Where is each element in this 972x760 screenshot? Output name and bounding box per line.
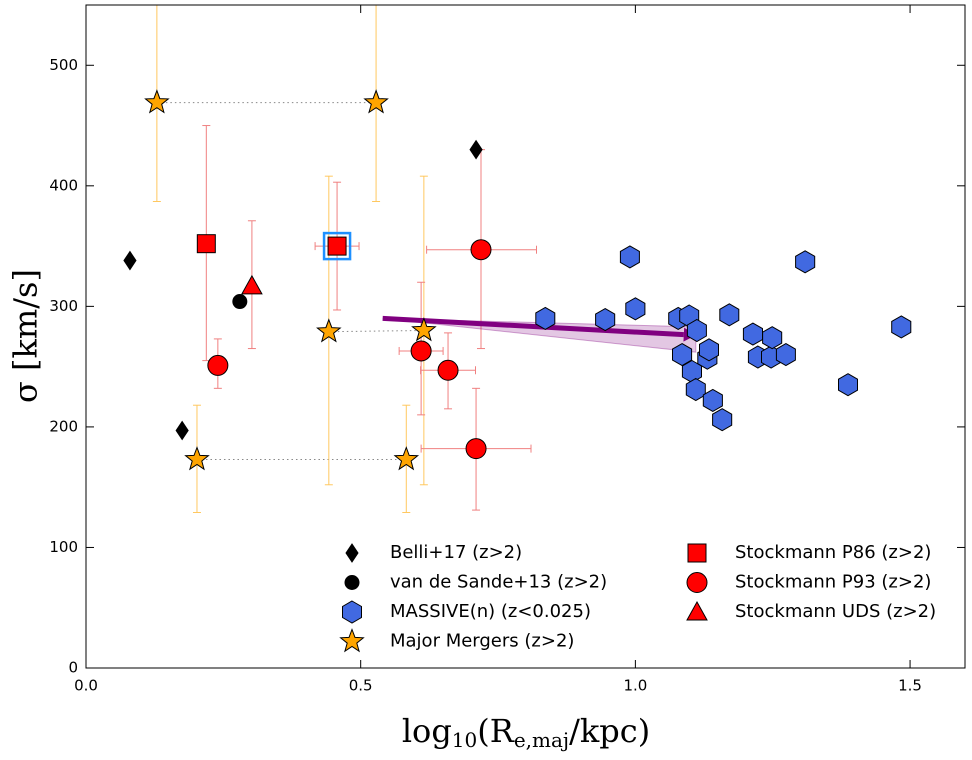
- diamond-marker: [123, 250, 137, 271]
- hexagon-marker: [686, 318, 707, 343]
- y-tick-label: 0: [68, 659, 78, 677]
- hexagon-marker: [742, 322, 763, 346]
- fit-arrow: [382, 315, 684, 338]
- circle-marker: [410, 340, 432, 362]
- x-label-sub: 10: [452, 728, 477, 752]
- x-tick-label: 0.5: [349, 677, 373, 695]
- hexagon-marker: [699, 338, 719, 362]
- axes-frame: [85, 4, 966, 669]
- hexagon-marker: [775, 343, 796, 367]
- legend-label: Stockmann P93 (z>2): [735, 572, 931, 593]
- x-label-part: /kpc): [569, 712, 650, 750]
- hexagon-marker: [685, 377, 706, 402]
- legend-label: Stockmann UDS (z>2): [735, 601, 936, 622]
- diamond-marker: [469, 139, 483, 160]
- x-label-sub: e,maj: [514, 728, 569, 752]
- y-tick-label: 300: [49, 297, 78, 315]
- plot-area: [123, 5, 912, 513]
- y-tick-label: 200: [49, 417, 78, 435]
- legend-label: Belli+17 (z>2): [390, 542, 522, 563]
- legend-marker: [342, 600, 362, 624]
- star-marker: [316, 318, 342, 343]
- hexagon-marker: [702, 388, 723, 412]
- circle-marker: [232, 294, 248, 310]
- legend-marker: [686, 600, 708, 621]
- triangle-marker: [241, 274, 263, 295]
- legend-marker: [687, 543, 707, 563]
- square-marker: [327, 236, 347, 256]
- x-tick-label: 0.0: [74, 677, 98, 695]
- x-axis-label: log10(Re,maj/kpc): [402, 712, 650, 752]
- star-marker: [393, 446, 420, 471]
- circle-marker: [437, 359, 459, 381]
- hexagon-marker: [795, 250, 816, 274]
- hexagon-marker: [891, 315, 912, 339]
- legend-label: van de Sande+13 (z>2): [390, 572, 607, 593]
- hexagon-marker: [625, 297, 646, 321]
- legend-marker: [345, 543, 359, 563]
- legend-label: MASSIVE(n) (z<0.025): [390, 601, 591, 622]
- highlight-box: [322, 231, 352, 261]
- hexagon-marker: [762, 326, 783, 350]
- star-marker: [144, 89, 170, 114]
- legend-label: Major Mergers (z>2): [390, 631, 574, 652]
- y-tick-label: 400: [49, 176, 78, 194]
- legend-label: Stockmann P86 (z>2): [735, 542, 931, 563]
- hexagon-marker: [719, 303, 740, 327]
- x-label-part: log: [402, 712, 452, 750]
- circle-marker: [465, 438, 487, 460]
- diamond-marker: [175, 420, 189, 441]
- y-tick-label: 100: [49, 538, 78, 556]
- hexagon-marker: [535, 306, 556, 330]
- legend-marker: [344, 575, 360, 590]
- x-tick-label: 1.0: [623, 677, 647, 695]
- hexagon-marker: [838, 373, 858, 397]
- legend-marker: [339, 628, 365, 653]
- hexagon-marker: [595, 308, 616, 332]
- y-axis-label: σ [km/s]: [7, 269, 45, 403]
- y-tick-label: 500: [49, 56, 78, 74]
- star-marker: [363, 89, 389, 114]
- hexagon-marker: [712, 408, 733, 432]
- star-marker: [184, 446, 210, 471]
- x-label-part: (R: [477, 712, 514, 750]
- x-tick-label: 1.5: [898, 677, 922, 695]
- square-marker: [196, 234, 216, 254]
- circle-marker: [470, 239, 492, 261]
- legend-marker: [686, 572, 708, 593]
- circle-marker: [207, 354, 229, 376]
- star-marker: [411, 317, 437, 342]
- hexagon-marker: [619, 245, 640, 269]
